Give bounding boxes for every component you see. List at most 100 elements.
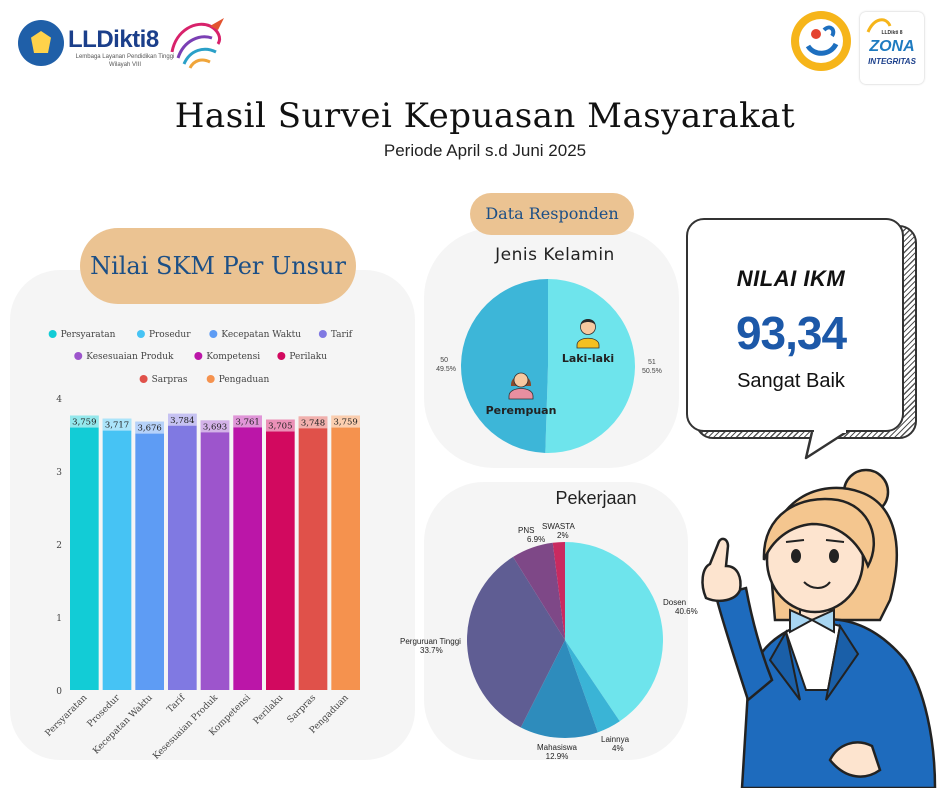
page-title: Hasil Survei Kepuasan Masyarakat bbox=[174, 96, 796, 136]
male-avatar-icon bbox=[576, 319, 600, 349]
zona-integritas-logo: LLDikti 8 ZONA INTEGRITAS bbox=[860, 12, 924, 84]
legend-label: Kompetensi bbox=[206, 352, 260, 362]
pie-slice bbox=[467, 556, 565, 728]
page-subtitle: Periode April s.d Juni 2025 bbox=[383, 141, 587, 160]
skm-section-label: Nilai SKM Per Unsur bbox=[80, 228, 356, 304]
pie-percent-label: 4% bbox=[612, 744, 624, 753]
pie-slice-label: Laki-laki bbox=[562, 352, 614, 365]
bar-value-label: 3,705 bbox=[268, 422, 292, 432]
bar-label-bg bbox=[168, 413, 197, 426]
respondent-section-label: Data Responden bbox=[470, 193, 634, 235]
pie-slice-label: PNS bbox=[518, 526, 534, 535]
female-avatar-body bbox=[508, 388, 534, 400]
legend-label: Persyaratan bbox=[61, 330, 116, 340]
bar-value-label: 3,759 bbox=[333, 418, 357, 428]
pie-slice-label: Lainnya bbox=[601, 735, 630, 744]
pie-count-label: 51 bbox=[648, 359, 656, 366]
bar-value-label: 3,748 bbox=[301, 418, 325, 428]
pie-percent-label: 49.5% bbox=[436, 366, 456, 373]
bar-label-bg bbox=[298, 416, 328, 429]
bar-label-bg bbox=[135, 421, 164, 434]
bar-value-label: 3,761 bbox=[235, 417, 259, 427]
bar bbox=[102, 418, 132, 690]
pie-percent-label: 50.5% bbox=[642, 368, 662, 375]
legend-label: Pengaduan bbox=[219, 375, 270, 385]
y-tick-label: 2 bbox=[56, 541, 62, 551]
bird-ornament-icon bbox=[170, 18, 224, 69]
y-tick-label: 0 bbox=[56, 687, 62, 697]
ikm-value: 93,34 bbox=[735, 307, 847, 359]
bar bbox=[331, 415, 360, 690]
pie-slice-label: Mahasiswa bbox=[537, 743, 578, 752]
legend-dot bbox=[136, 330, 145, 338]
bar-value-label: 3,784 bbox=[170, 416, 194, 426]
bar bbox=[168, 413, 197, 690]
logo-name: LLDikti8 bbox=[68, 26, 159, 53]
legend-label: Kesesuaian Produk bbox=[86, 352, 174, 362]
pie-slice bbox=[460, 279, 548, 453]
legend-label: Sarpras bbox=[152, 375, 188, 385]
legend-label: Tarif bbox=[331, 330, 353, 340]
ikm-description: Sangat Baik bbox=[737, 370, 845, 392]
female-avatar-head bbox=[513, 372, 529, 388]
female-avatar-icon bbox=[508, 372, 534, 400]
pie-slice bbox=[565, 640, 620, 733]
bar bbox=[233, 415, 262, 690]
y-tick-label: 3 bbox=[56, 468, 62, 478]
tut-wuri-emblem-icon bbox=[18, 20, 64, 66]
pie-percent-label: 40.6% bbox=[675, 607, 698, 616]
legend-dot bbox=[74, 352, 83, 360]
legend-dot bbox=[206, 375, 215, 383]
berdampak-logo bbox=[790, 10, 852, 72]
bar bbox=[266, 419, 295, 690]
zona-top-text: LLDikti 8 bbox=[881, 30, 903, 36]
bar-label-bg bbox=[266, 419, 295, 432]
pie-percent-label: 33.7% bbox=[420, 646, 443, 655]
bar bbox=[135, 421, 164, 690]
logo-subtitle: Lembaga Layanan Pendidikan Tinggi Wilaya… bbox=[75, 54, 175, 68]
legend-dot bbox=[277, 352, 286, 360]
bar-label-bg bbox=[102, 418, 132, 431]
pie-slice bbox=[565, 542, 663, 722]
pie-slice bbox=[513, 542, 565, 640]
ikm-box bbox=[686, 218, 904, 432]
bar-value-label: 3,676 bbox=[137, 424, 161, 434]
berdampak-badge-icon bbox=[791, 11, 851, 71]
pie-percent-label: 2% bbox=[557, 531, 569, 540]
bar-label-bg bbox=[331, 415, 360, 428]
pie-slice bbox=[545, 279, 635, 453]
legend-dot bbox=[139, 375, 148, 383]
legend-label: Perilaku bbox=[289, 352, 327, 362]
pie-slice-label: Perempuan bbox=[486, 404, 557, 417]
bar-label-bg bbox=[200, 420, 230, 433]
y-tick-label: 1 bbox=[56, 614, 62, 624]
gender-chart-title: Jenis Kelamin bbox=[494, 245, 615, 265]
zona-swoosh-icon bbox=[866, 18, 892, 33]
pie-slice-label: Perguruan Tinggi bbox=[400, 637, 461, 646]
y-tick-label: 4 bbox=[56, 395, 62, 405]
occupation-chart-title: Pekerjaan bbox=[555, 488, 636, 508]
pie-slice bbox=[552, 542, 565, 640]
legend-dot bbox=[209, 330, 218, 338]
ikm-label: NILAI IKM bbox=[736, 266, 846, 291]
pie-slice bbox=[520, 640, 598, 738]
pie-slice-label: SWASTA bbox=[542, 522, 576, 531]
pie-percent-label: 6.9% bbox=[527, 535, 545, 544]
bar-value-label: 3,759 bbox=[72, 418, 96, 428]
male-avatar-hair bbox=[580, 319, 596, 325]
legend-dot bbox=[194, 352, 203, 360]
bar-value-label: 3,693 bbox=[203, 422, 227, 432]
pie-percent-label: 12.9% bbox=[546, 752, 569, 761]
bar-label-bg bbox=[70, 415, 99, 428]
pie-count-label: 50 bbox=[440, 357, 448, 364]
integritas-text: INTEGRITAS bbox=[868, 57, 916, 66]
lldikti8-logo: LLDikti8 Lembaga Layanan Pendidikan Ting… bbox=[18, 12, 228, 74]
bar bbox=[298, 416, 328, 690]
zona-text: ZONA bbox=[869, 38, 915, 55]
legend-label: Prosedur bbox=[149, 330, 191, 340]
pie-slice-label: Dosen bbox=[663, 598, 686, 607]
